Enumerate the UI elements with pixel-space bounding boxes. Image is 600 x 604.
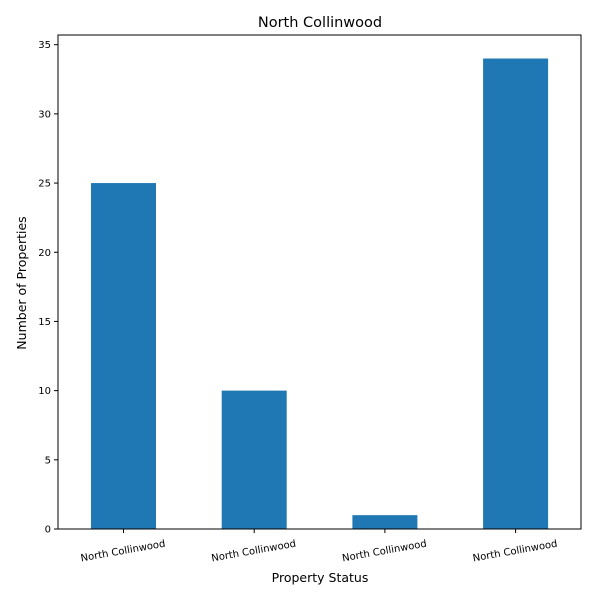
y-tick-label-5: 25 xyxy=(38,179,51,190)
bar-3 xyxy=(483,58,549,530)
x-axis-label: Property Status xyxy=(272,570,369,585)
plot-area-frame xyxy=(57,34,582,530)
y-tick-label-6: 30 xyxy=(38,109,51,120)
bar-1 xyxy=(221,390,287,529)
y-tick-label-7: 35 xyxy=(38,40,51,51)
y-tick-label-2: 10 xyxy=(38,386,51,397)
y-axis-label: Number of Properties xyxy=(14,216,29,349)
chart-title: North Collinwood xyxy=(258,15,382,31)
y-tick-label-4: 20 xyxy=(38,248,51,259)
bar-0 xyxy=(91,183,156,529)
y-axis-ticks: 0 5 10 15 20 25 30 35 xyxy=(38,40,58,536)
y-tick-label-1: 5 xyxy=(45,455,51,466)
y-tick-label-0: 0 xyxy=(45,525,51,536)
y-tick-label-3: 15 xyxy=(38,317,51,328)
bars-layer xyxy=(91,58,549,530)
bar-2 xyxy=(352,515,418,529)
